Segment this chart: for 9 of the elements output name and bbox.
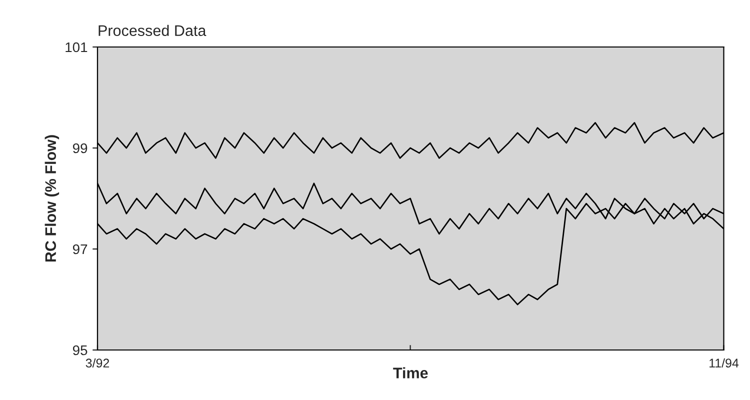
x-axis-title: Time: [393, 367, 428, 378]
y-tick-label: 97: [72, 244, 88, 254]
chart-title: Processed Data: [98, 24, 206, 36]
x-tick-label: 3/92: [86, 358, 110, 368]
y-tick-label: 101: [66, 42, 88, 52]
y-tick-label: 95: [72, 345, 88, 356]
y-tick-label: 99: [72, 143, 88, 154]
x-tick-label: 11/94: [710, 358, 739, 368]
y-axis-title: RC Flow (% Flow): [44, 135, 60, 262]
